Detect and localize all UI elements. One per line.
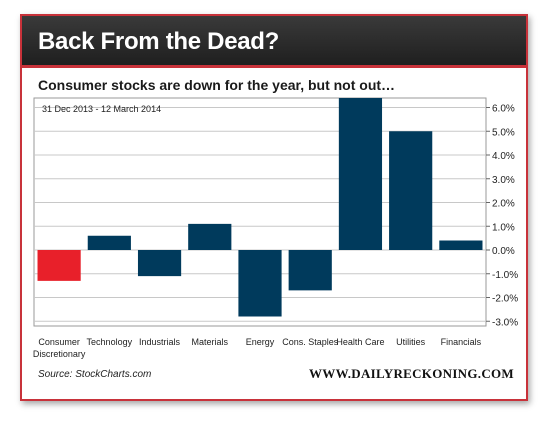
bar bbox=[37, 250, 81, 281]
y-tick-label: 3.0% bbox=[492, 175, 515, 186]
y-tick-label: -3.0% bbox=[492, 317, 518, 328]
bar-chart: -3.0% -2.0% -1.0% 0.0% 1.0% 2.0% 3.0% 4.0% 5.0% 6… bbox=[33, 97, 518, 359]
x-tick-label: Industrials bbox=[139, 337, 181, 347]
x-tick-label: Discretionary bbox=[33, 349, 86, 359]
brand-watermark: WWW.DAILYRECKONING.COM bbox=[309, 366, 514, 381]
y-tick-label: -2.0% bbox=[492, 294, 518, 305]
y-tick-label: 0.0% bbox=[492, 246, 515, 257]
source-note: Source: StockCharts.com bbox=[38, 369, 152, 380]
bar bbox=[389, 131, 433, 250]
bar bbox=[87, 235, 131, 250]
x-tick-label: Health Care bbox=[336, 337, 384, 347]
bar bbox=[338, 98, 383, 250]
bar bbox=[188, 223, 232, 250]
chart-subtitle: Consumer stocks are down for the year, b… bbox=[38, 77, 396, 93]
date-range-annotation: 31 Dec 2013 - 12 March 2014 bbox=[42, 104, 161, 114]
bar bbox=[137, 250, 182, 277]
bar bbox=[288, 250, 332, 291]
chart-frame: Back From the Dead? Consumer stocks are … bbox=[20, 14, 528, 401]
header-bar: Back From the Dead? bbox=[22, 16, 526, 68]
y-tick-label: -1.0% bbox=[492, 270, 518, 281]
y-tick-label: 4.0% bbox=[492, 151, 515, 162]
x-tick-label: Technology bbox=[87, 337, 133, 347]
chart-title: Back From the Dead? bbox=[38, 28, 280, 55]
x-tick-label: Materials bbox=[192, 337, 229, 347]
x-tick-label: Utilities bbox=[396, 337, 426, 347]
y-tick-label: 1.0% bbox=[492, 222, 515, 233]
bar bbox=[238, 250, 282, 317]
y-tick-label: 2.0% bbox=[492, 199, 515, 210]
plot-border bbox=[33, 97, 487, 327]
x-tick-label: Cons. Staples bbox=[282, 337, 339, 347]
x-tick-label: Consumer bbox=[38, 337, 80, 347]
y-tick-label: 6.0% bbox=[492, 104, 515, 115]
bar bbox=[439, 240, 483, 250]
y-tick-label: 5.0% bbox=[492, 127, 515, 138]
x-tick-label: Energy bbox=[246, 337, 275, 347]
x-tick-label: Financials bbox=[441, 337, 482, 347]
